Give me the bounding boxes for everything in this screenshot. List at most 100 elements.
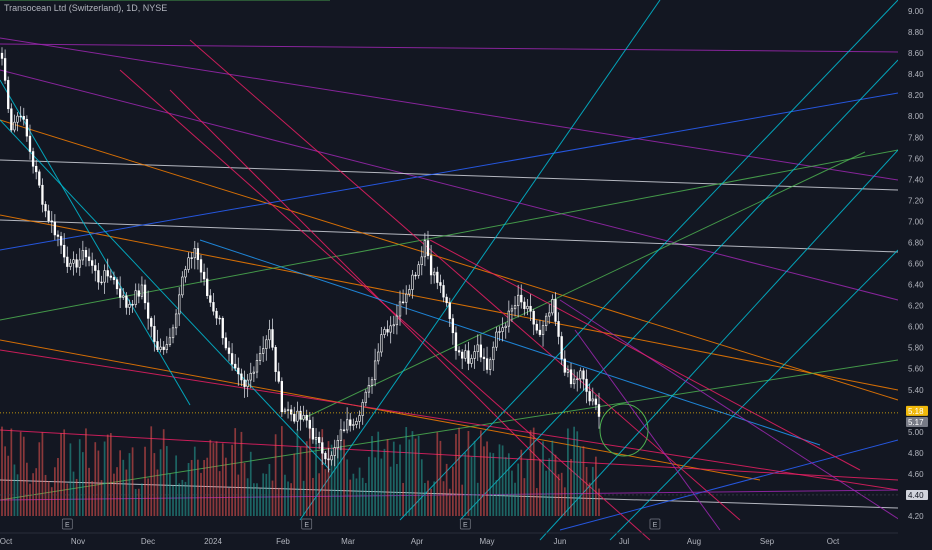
volume-bar: [321, 429, 324, 516]
candle: [342, 429, 346, 431]
candle: [495, 331, 498, 348]
volume-bar: [405, 427, 408, 516]
volume-bar: [212, 443, 215, 516]
candle: [237, 367, 240, 375]
trend-line: [0, 349, 899, 491]
candle: [544, 315, 548, 326]
candle: [582, 370, 585, 380]
candle: [134, 290, 137, 305]
candle: [258, 353, 262, 361]
volume-bar: [358, 467, 361, 516]
volume-bar: [523, 478, 526, 516]
volume-bar: [517, 463, 520, 516]
volume-bar: [38, 442, 41, 516]
volume-bar: [141, 483, 143, 516]
volume-bar: [318, 473, 321, 516]
candle: [212, 302, 215, 312]
volume-bar: [424, 482, 426, 516]
volume-bar: [13, 464, 16, 516]
candle: [426, 240, 430, 256]
candle: [420, 256, 423, 266]
candle: [408, 289, 411, 295]
candle: [333, 447, 336, 456]
candle: [557, 321, 560, 337]
candle: [324, 452, 327, 460]
trend-line: [0, 359, 899, 501]
volume-bar: [271, 480, 274, 516]
candle: [35, 165, 38, 173]
candle: [178, 294, 181, 315]
volume-bar: [125, 469, 128, 516]
volume-bar: [187, 463, 190, 516]
candle: [345, 419, 349, 431]
volume-bar: [355, 478, 358, 516]
earnings-marker-box: [459, 518, 471, 530]
volume-bar: [91, 481, 94, 516]
candle: [125, 295, 128, 308]
candle: [56, 234, 60, 237]
volume-bar: [427, 480, 429, 516]
candle: [97, 270, 100, 283]
volume-bar: [134, 488, 137, 516]
volume-bar: [109, 433, 112, 516]
volume-bar: [455, 433, 457, 516]
candle: [31, 151, 35, 167]
y-tick-label: 8.80: [908, 28, 924, 37]
earnings-marker-box: [61, 518, 73, 530]
volume-bar: [595, 456, 597, 516]
volume-bar: [458, 427, 460, 516]
x-tick-label: Oct: [0, 537, 13, 546]
candle: [448, 302, 451, 319]
volume-bar: [532, 427, 535, 516]
x-tick-label: Feb: [276, 537, 290, 546]
volume-bar: [312, 477, 314, 516]
candle: [0, 52, 4, 59]
y-tick-label: 5.40: [908, 386, 924, 395]
candle: [72, 259, 75, 264]
price-label: 5.17: [908, 418, 924, 427]
volume-bar: [305, 441, 308, 516]
volume-bar: [551, 440, 554, 516]
volume-bar: [119, 450, 122, 516]
x-axis: Oct Nov Dec 2024 Feb Mar Apr May Jun Jul Aug Sep Oct: [0, 532, 898, 546]
volume-bar: [520, 449, 523, 516]
candle: [339, 429, 343, 441]
candle: [146, 302, 150, 319]
candle: [504, 325, 507, 328]
candle: [47, 210, 50, 222]
y-tick-label: 5.00: [908, 428, 924, 437]
candle: [373, 360, 377, 381]
y-axis-panel: [898, 0, 932, 550]
earnings-marker: E: [463, 522, 468, 529]
trend-line: [299, 0, 661, 521]
candle: [482, 356, 486, 359]
candle: [513, 305, 517, 310]
volume-bar: [35, 468, 38, 516]
candle: [193, 248, 196, 259]
candle: [286, 409, 290, 411]
volume-bar: [420, 459, 423, 516]
volume-bar: [78, 439, 81, 516]
volume-bar: [60, 433, 62, 516]
volume-bar: [240, 431, 243, 516]
volume-bar: [63, 429, 66, 516]
candle: [361, 402, 364, 416]
volume-bar: [557, 474, 560, 516]
volume-bar: [361, 477, 364, 516]
y-tick-label: 6.60: [908, 260, 924, 269]
volume-bar: [507, 453, 510, 516]
x-tick-label: May: [479, 537, 494, 546]
candle: [218, 317, 221, 320]
trend-line: [0, 149, 899, 321]
volume-bar: [492, 453, 495, 516]
y-tick-label: 7.40: [908, 175, 924, 184]
candle: [122, 295, 125, 298]
volume-bar: [542, 441, 544, 516]
volume-bar: [159, 449, 162, 516]
volume-bar: [526, 459, 529, 516]
y-tick-label: 9.00: [908, 7, 924, 16]
y-tick-label: 6.00: [908, 323, 924, 332]
candle: [150, 318, 153, 327]
volume-bar: [430, 488, 432, 516]
volume-bar: [277, 487, 280, 516]
